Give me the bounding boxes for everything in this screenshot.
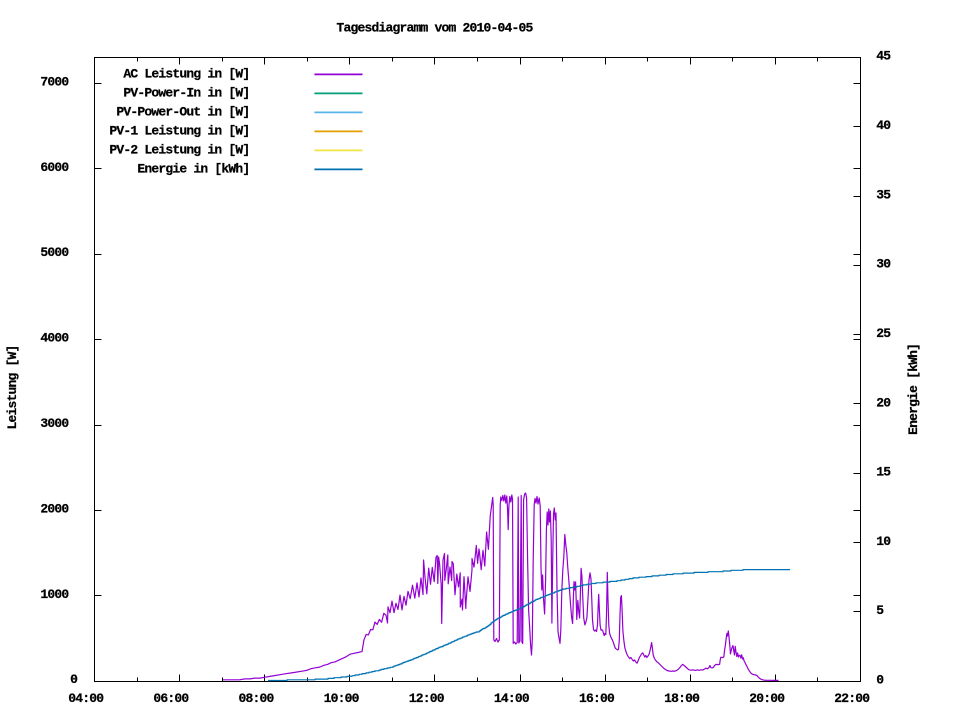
svg-text:35: 35 [876, 187, 891, 202]
svg-text:1000: 1000 [40, 587, 69, 602]
svg-text:16:00: 16:00 [579, 691, 615, 706]
svg-text:15: 15 [876, 465, 891, 480]
svg-text:20:00: 20:00 [749, 691, 785, 706]
svg-text:5000: 5000 [40, 245, 69, 260]
svg-text:PV-Power-In in [W]: PV-Power-In in [W] [123, 85, 249, 100]
svg-text:Energie in [kWh]: Energie in [kWh] [137, 161, 249, 176]
svg-text:6000: 6000 [40, 160, 69, 175]
svg-text:Tagesdiagramm vom 2010-04-05: Tagesdiagramm vom 2010-04-05 [337, 21, 534, 36]
svg-text:3000: 3000 [40, 416, 69, 431]
svg-text:10: 10 [876, 534, 891, 549]
svg-text:2000: 2000 [40, 501, 69, 516]
svg-text:0: 0 [70, 672, 78, 687]
svg-text:AC Leistung in [W]: AC Leistung in [W] [123, 66, 249, 81]
svg-text:12:00: 12:00 [409, 691, 445, 706]
svg-text:5: 5 [876, 603, 884, 618]
svg-text:14:00: 14:00 [494, 691, 530, 706]
svg-text:18:00: 18:00 [664, 691, 700, 706]
svg-text:7000: 7000 [40, 74, 69, 89]
svg-text:Energie [kWh]: Energie [kWh] [906, 344, 921, 435]
svg-text:30: 30 [876, 257, 891, 272]
svg-text:PV-Power-Out in [W]: PV-Power-Out in [W] [116, 104, 249, 119]
svg-text:25: 25 [876, 326, 891, 341]
svg-text:Leistung [W]: Leistung [W] [5, 345, 20, 429]
svg-text:06:00: 06:00 [153, 691, 189, 706]
svg-text:45: 45 [876, 49, 891, 64]
svg-text:10:00: 10:00 [324, 691, 360, 706]
svg-text:PV-1 Leistung in [W]: PV-1 Leistung in [W] [109, 123, 249, 138]
svg-text:04:00: 04:00 [68, 691, 104, 706]
svg-text:08:00: 08:00 [238, 691, 274, 706]
svg-text:0: 0 [876, 673, 884, 688]
svg-text:PV-2 Leistung in [W]: PV-2 Leistung in [W] [109, 142, 249, 157]
svg-text:40: 40 [876, 118, 891, 133]
svg-text:22:00: 22:00 [834, 691, 870, 706]
svg-text:4000: 4000 [40, 331, 69, 346]
svg-text:20: 20 [876, 395, 891, 410]
